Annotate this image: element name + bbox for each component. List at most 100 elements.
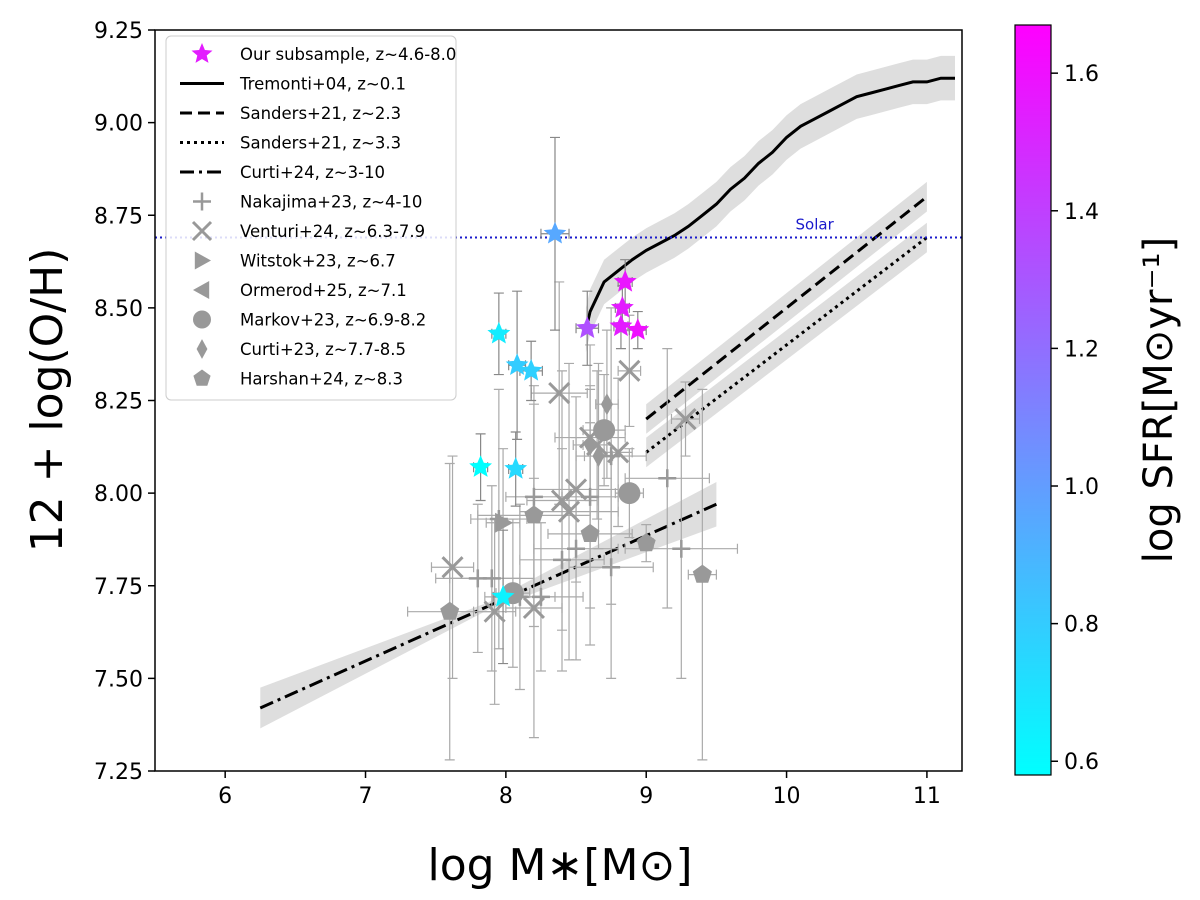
x-point [548, 382, 571, 405]
tremonti-band [585, 55, 955, 353]
plus-point [658, 469, 677, 488]
legend-label: Sanders+21, z~3.3 [240, 134, 401, 153]
plus-point [672, 539, 691, 558]
x-tick-label: 6 [218, 784, 232, 809]
subsample-star [504, 457, 528, 479]
y-tick-label: 7.75 [94, 575, 143, 600]
tremonti-line [584, 76, 955, 331]
colorbar-ticks: 0.6 0.8 1.0 1.2 1.4 1.6 [1051, 62, 1099, 775]
legend-handle-diamond [196, 339, 208, 359]
colorbar-tick-label: 0.8 [1064, 613, 1099, 638]
colorbar: 0.6 0.8 1.0 1.2 1.4 1.6 log SFR[M⊙yr⁻¹] [1014, 24, 1182, 776]
legend-handle-plus [193, 192, 211, 211]
legend-label: Curti+24, z~3-10 [240, 163, 385, 182]
sanders33-line [645, 236, 928, 454]
subsample-star [519, 358, 543, 381]
subsample-star [626, 318, 650, 340]
colorbar-tick-label: 1.6 [1064, 62, 1099, 87]
pentagon-point [692, 564, 712, 583]
pentagon-point [636, 533, 656, 552]
legend-handle-pentagon [193, 369, 211, 386]
legend-label: Markov+23, z~6.9-8.2 [240, 311, 426, 330]
legend-label: Ormerod+25, z~7.1 [240, 281, 407, 300]
subsample-star [487, 321, 511, 344]
legend-handle-x [191, 220, 213, 242]
x-point [441, 556, 464, 579]
y-axis-title: 12 + log(O/H) [22, 248, 73, 553]
colorbar-tick-label: 1.4 [1064, 200, 1099, 225]
axes: 6 7 8 9 10 11 7.25 7.50 7.75 8.00 8.25 8.50 8.75 9.00… [94, 19, 941, 809]
legend-label: Curti+23, z~7.7-8.5 [240, 340, 406, 359]
legend-label: Witstok+23, z~6.7 [240, 252, 396, 271]
y-tick-label: 8.25 [94, 390, 143, 415]
legend-label: Harshan+24, z~8.3 [240, 370, 403, 389]
subsample-star [543, 221, 567, 244]
colorbar-gradient [1014, 24, 1052, 776]
subsample-star [613, 269, 637, 292]
x-point [557, 500, 581, 523]
colorbar-title: log SFR[M⊙yr⁻¹] [1136, 237, 1182, 563]
legend-handle-triangle-right [194, 251, 211, 270]
x-tick-label: 7 [359, 784, 373, 809]
y-tick-label: 7.50 [94, 667, 143, 692]
legend-label: Nakajima+23, z~4-10 [240, 193, 422, 212]
y-tick-label: 8.75 [94, 204, 143, 229]
plus-point [468, 569, 487, 588]
triangle-right-point [495, 512, 514, 533]
sanders23-line [645, 195, 928, 421]
plus-point [602, 447, 621, 466]
pentagon-point [524, 505, 544, 524]
x-point [607, 441, 630, 464]
plus-point [602, 558, 621, 577]
solar-label: Solar [796, 215, 835, 233]
diamond-point [592, 445, 605, 468]
colorbar-tick-label: 1.0 [1064, 475, 1099, 500]
legend-handle-triangle-left [193, 281, 210, 299]
x-point [564, 478, 588, 501]
subsample-star [469, 455, 492, 477]
x-point [522, 596, 545, 620]
subsample-star [610, 295, 634, 318]
x-tick-label: 8 [499, 784, 513, 809]
data-points [407, 136, 739, 761]
sanders23-band [646, 181, 927, 434]
legend-handle-circle [193, 310, 211, 329]
diamond-point [584, 433, 597, 456]
plus-point [553, 550, 572, 569]
x-point [550, 489, 574, 512]
plus-point [567, 539, 586, 558]
markers [440, 221, 712, 623]
x-tick-label: 9 [639, 784, 653, 809]
x-point [618, 359, 641, 382]
legend-label: Venturi+24, z~6.3-7.9 [240, 222, 425, 241]
y-tick-label: 8.00 [94, 482, 143, 507]
plus-point [524, 487, 543, 506]
x-tick-label: 10 [773, 784, 801, 809]
y-tick-label: 9.25 [94, 19, 143, 44]
legend-frame [165, 35, 457, 401]
legend-handle-star [191, 43, 213, 63]
legend-label: Sanders+21, z~2.3 [240, 104, 401, 123]
legend-label: Our subsample, z~4.6-8.0 [240, 45, 456, 64]
pentagon-point [580, 523, 600, 542]
colorbar-tick-label: 0.6 [1064, 750, 1099, 775]
colorbar-tick-label: 1.2 [1064, 337, 1099, 362]
subsample-star [575, 316, 599, 338]
y-tick-label: 7.25 [94, 760, 143, 785]
subsample-star [491, 584, 515, 607]
solar-reference: Solar [155, 215, 962, 239]
subsample-star [609, 314, 633, 337]
legend-label: Tremonti+04, z~0.1 [239, 75, 406, 94]
x-axis-title: log M∗[M⊙] [427, 840, 692, 891]
x-point [674, 407, 697, 431]
circle-point [618, 482, 641, 505]
x-tick-label: 11 [913, 784, 941, 809]
y-tick-label: 9.00 [94, 112, 143, 137]
legend: Our subsample, z~4.6-8.0 Tremonti+04, z~0… [165, 35, 457, 401]
x-point [483, 600, 506, 623]
diamond-point [600, 393, 613, 416]
pentagon-point [440, 601, 460, 620]
circle-point [593, 419, 616, 442]
y-tick-label: 8.50 [94, 297, 143, 322]
